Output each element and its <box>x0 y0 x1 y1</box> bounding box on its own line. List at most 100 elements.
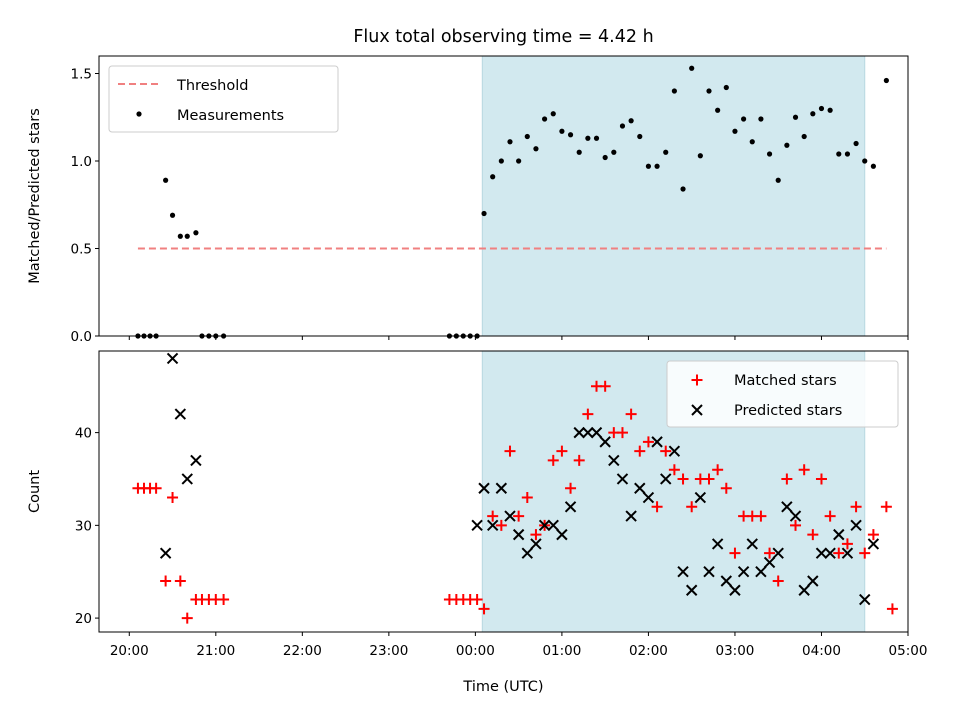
matched-star-point <box>824 510 836 522</box>
measurement-point <box>827 107 833 113</box>
x-tick-label: 00:00 <box>456 643 495 659</box>
count-legend-box <box>666 360 899 428</box>
matched-star-point <box>867 529 879 541</box>
matched-star-point <box>521 492 533 504</box>
chart-title: Flux total observing time = 4.42 h <box>353 27 653 47</box>
measurement-point <box>163 177 169 183</box>
x-axis-label: Time (UTC) <box>462 679 543 695</box>
measurement-point <box>801 133 807 140</box>
ratio-legend-box <box>108 65 339 133</box>
matched-star-point <box>495 519 507 531</box>
predicted-star-point <box>608 454 620 467</box>
count-y-axis-label: Count <box>27 470 43 513</box>
matched-star-point <box>712 464 724 476</box>
measurement-point <box>818 105 825 112</box>
matched-star-point <box>174 575 186 587</box>
predicted-star-point <box>720 575 733 587</box>
predicted-star-point <box>538 519 551 532</box>
count-y-tick-label: 40 <box>75 426 92 442</box>
measurement-point <box>169 212 176 218</box>
matched-star-point <box>833 547 845 559</box>
predicted-star-point <box>590 426 603 439</box>
legend-matched-swatch <box>691 374 703 386</box>
measurement-point <box>611 149 617 155</box>
measurement-point <box>481 210 487 217</box>
measurement-point <box>602 154 608 161</box>
predicted-star-point <box>573 426 585 439</box>
count-legend: Matched stars Predicted stars <box>666 360 899 428</box>
matched-star-point <box>625 408 637 420</box>
x-tick-label: 05:00 <box>889 643 928 659</box>
x-tick-label: 23:00 <box>369 643 408 659</box>
ratio-panel-frame <box>98 55 909 337</box>
observing-window-shade <box>481 55 866 337</box>
predicted-star-point <box>159 547 172 559</box>
matched-star-point <box>886 603 898 615</box>
measurement-point <box>177 233 183 239</box>
matched-star-point <box>167 492 179 504</box>
predicted-star-point <box>850 519 862 532</box>
predicted-star-point <box>651 436 663 448</box>
predicted-star-point <box>174 408 187 420</box>
predicted-star-point <box>181 473 193 485</box>
matched-star-point <box>530 529 542 541</box>
matched-star-point <box>807 529 819 541</box>
measurement-point <box>516 158 522 164</box>
matched-star-point <box>150 482 162 494</box>
ratio-y-axis-label: Matched/Predicted stars <box>27 108 43 284</box>
predicted-star-point <box>867 538 880 550</box>
x-tick-label: 01:00 <box>542 643 581 659</box>
measurement-point <box>654 163 660 169</box>
predicted-star-point <box>711 538 724 550</box>
measurement-point <box>628 118 634 124</box>
matched-star-point <box>755 510 767 522</box>
matched-star-point <box>850 501 862 513</box>
measurement-point <box>576 149 582 155</box>
measurement-point <box>671 88 677 94</box>
matched-star-point <box>556 445 568 457</box>
measurement-point <box>723 84 729 91</box>
predicted-star-point <box>190 454 202 467</box>
matched-star-point <box>642 436 654 448</box>
legend-measurements-label: Measurements <box>177 108 284 124</box>
ratio-legend: Threshold Measurements <box>108 65 339 133</box>
matched-star-point <box>764 547 776 559</box>
predicted-star-point <box>521 547 534 559</box>
matched-star-point <box>720 482 732 494</box>
measurement-point <box>749 139 755 145</box>
predicted-star-point <box>859 593 871 606</box>
matched-star-point <box>859 547 871 559</box>
matched-star-point <box>651 501 663 513</box>
predicted-star-point <box>634 482 646 494</box>
count-y-tick-label: 30 <box>75 518 92 534</box>
ratio-y-tick-label: 1.5 <box>71 67 92 83</box>
measurement-point <box>715 107 721 113</box>
predicted-star-point <box>824 547 836 559</box>
matched-star-point <box>880 501 892 513</box>
matched-star-point <box>513 510 525 522</box>
matched-star-point <box>599 380 611 392</box>
matched-star-point <box>660 445 672 457</box>
predicted-star-point <box>512 528 525 541</box>
predicted-star-point <box>668 445 681 457</box>
measurement-point <box>663 149 669 155</box>
ratio-x-ticks <box>128 336 909 340</box>
measurement-point <box>593 135 600 141</box>
matched-star-points <box>132 380 898 624</box>
matched-star-point <box>686 501 698 513</box>
ratio-y-tick-label: 1.0 <box>71 154 92 170</box>
measurement-point <box>559 128 565 134</box>
measurement-point <box>758 116 764 122</box>
predicted-star-point <box>703 566 715 578</box>
measurement-point <box>567 132 574 138</box>
measurement-point <box>810 111 816 117</box>
measurement-point <box>836 151 842 157</box>
legend-predicted-label: Predicted stars <box>734 403 842 419</box>
predicted-star-point <box>625 510 637 522</box>
predicted-star-point <box>677 566 689 578</box>
predicted-star-point <box>166 352 179 365</box>
matched-star-point <box>471 594 483 606</box>
measurement-point <box>883 77 889 84</box>
predicted-star-points <box>159 352 880 606</box>
